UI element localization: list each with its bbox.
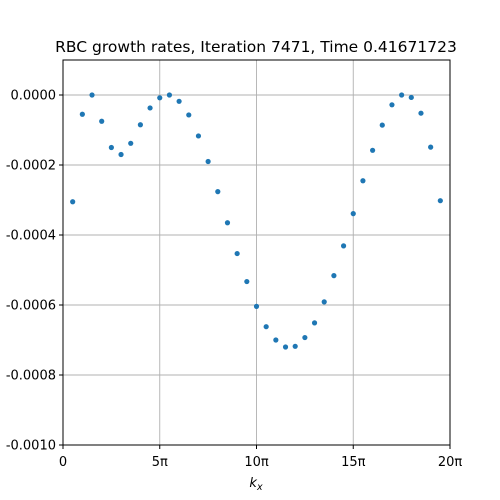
data-point xyxy=(418,110,424,116)
x-tick-label: 5π xyxy=(152,455,168,470)
data-point xyxy=(157,95,163,101)
data-point xyxy=(273,337,279,343)
data-point xyxy=(428,144,434,150)
data-point xyxy=(244,278,250,285)
data-point xyxy=(137,122,143,128)
data-point xyxy=(282,344,289,350)
y-tick-label: -0.0008 xyxy=(6,369,56,384)
x-axis: 0 5π 10π 15π 20π xyxy=(59,445,462,470)
y-tick-label: -0.0004 xyxy=(6,229,56,244)
data-point xyxy=(437,198,443,204)
y-axis: 0.0000 -0.0002 -0.0004 -0.0006 -0.0008 -0.001… xyxy=(6,89,63,454)
data-point xyxy=(253,303,260,309)
x-tick-label: 0 xyxy=(59,455,67,470)
data-point xyxy=(408,94,414,101)
data-point xyxy=(399,92,405,98)
y-tick-label: -0.0010 xyxy=(6,439,56,454)
data-point xyxy=(302,334,308,341)
y-tick-label: -0.0006 xyxy=(6,299,56,314)
data-point xyxy=(118,151,124,158)
x-axis-label: kx xyxy=(249,476,263,493)
data-point xyxy=(186,112,192,118)
data-point xyxy=(350,211,356,217)
grid-lines xyxy=(62,60,451,446)
data-point xyxy=(263,324,269,330)
x-tick-label: 15π xyxy=(341,455,366,470)
data-point xyxy=(292,343,298,349)
data-point xyxy=(360,178,366,184)
data-point xyxy=(79,111,85,117)
data-point xyxy=(128,140,134,146)
data-point xyxy=(215,189,221,195)
x-tick-label: 20π xyxy=(438,455,463,470)
data-point xyxy=(321,299,327,305)
y-tick-label: 0.0000 xyxy=(11,89,57,104)
data-point xyxy=(224,220,231,226)
data-point xyxy=(379,122,385,128)
data-point xyxy=(331,273,337,279)
data-point xyxy=(166,92,173,98)
y-tick-label: -0.0002 xyxy=(6,159,56,174)
data-point xyxy=(89,92,95,98)
data-point xyxy=(389,102,395,108)
data-point xyxy=(340,243,347,249)
data-point xyxy=(195,133,202,139)
x-tick-label: 10π xyxy=(244,455,269,470)
data-point xyxy=(176,98,182,104)
data-point xyxy=(108,144,114,151)
data-point xyxy=(99,118,105,124)
data-point xyxy=(147,105,153,111)
data-point xyxy=(370,147,376,153)
data-point xyxy=(311,320,318,326)
chart-title: RBC growth rates, Iteration 7471, Time 0… xyxy=(55,38,457,56)
data-point xyxy=(234,250,240,257)
data-point xyxy=(205,158,211,165)
data-points xyxy=(70,92,443,350)
data-point xyxy=(70,199,76,205)
